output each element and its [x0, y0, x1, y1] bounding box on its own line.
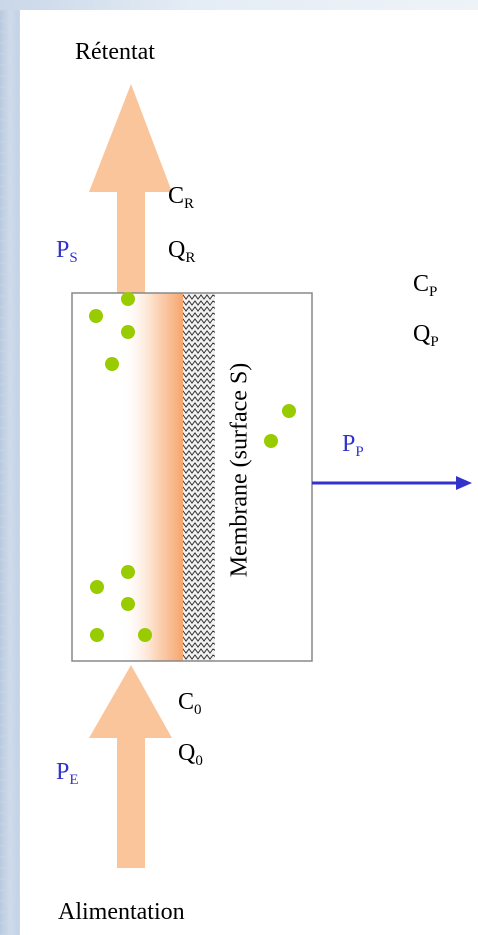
particle [282, 404, 296, 418]
particle [121, 597, 135, 611]
particle [90, 580, 104, 594]
particle [89, 309, 103, 323]
permeate-concentration: CP [413, 271, 438, 300]
feed-label: Alimentation [58, 899, 185, 925]
retentate-flow: QR [168, 237, 196, 266]
permeate-flow: QP [413, 321, 439, 350]
permeate-arrow-head [456, 476, 472, 490]
permeate-pressure: PP [342, 431, 364, 460]
particle [138, 628, 152, 642]
content-panel [20, 10, 478, 935]
retentate-label: Rétentat [75, 39, 155, 65]
feed-flow: Q0 [178, 740, 203, 769]
feed-arrow [89, 665, 172, 868]
particle [121, 292, 135, 306]
retentate-concentration: CR [168, 183, 195, 212]
particle [264, 434, 278, 448]
particles [89, 292, 296, 642]
membrane-hatching [183, 293, 215, 661]
particle [90, 628, 104, 642]
feed-pressure: PE [56, 759, 79, 788]
membrane-label: Membrane (surface S) [226, 362, 253, 578]
particle [121, 565, 135, 579]
retentate-pressure: PS [56, 237, 78, 266]
particle [105, 357, 119, 371]
retentate-arrow [89, 84, 172, 293]
module-housing [71, 292, 313, 662]
feed-concentration: C0 [178, 689, 202, 718]
slide-top-band [0, 0, 478, 10]
particle [121, 325, 135, 339]
